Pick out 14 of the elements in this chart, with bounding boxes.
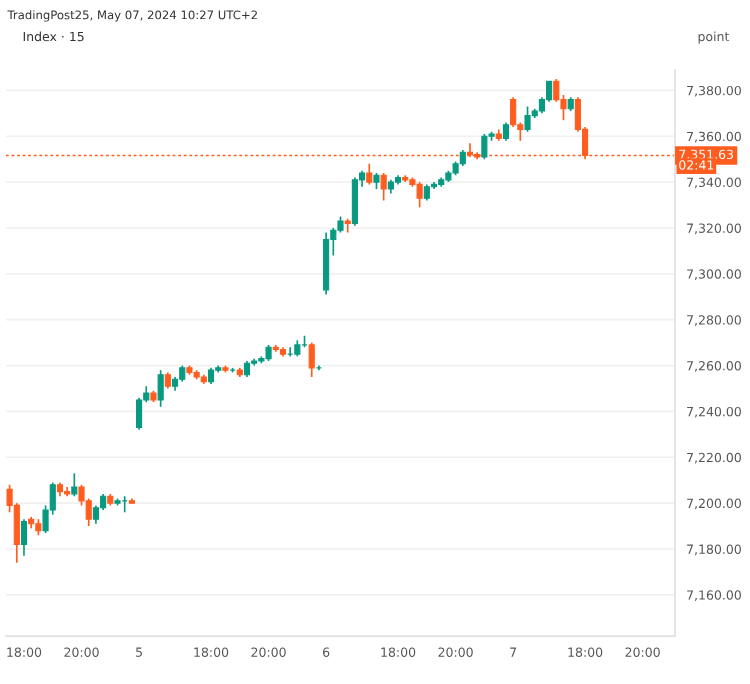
candlestick bbox=[366, 162, 373, 186]
candlestick bbox=[71, 472, 78, 498]
candlestick bbox=[20, 518, 28, 557]
candlestick bbox=[380, 172, 387, 202]
candlestick bbox=[524, 105, 531, 133]
candlestick bbox=[157, 369, 164, 408]
candlestick bbox=[510, 96, 517, 128]
candlestick bbox=[481, 133, 488, 161]
candlestick bbox=[351, 176, 358, 227]
candlestick bbox=[416, 181, 423, 209]
candlestick bbox=[287, 346, 294, 358]
candlestick bbox=[308, 341, 315, 378]
candlestick bbox=[553, 78, 560, 103]
candlestick bbox=[502, 121, 510, 142]
